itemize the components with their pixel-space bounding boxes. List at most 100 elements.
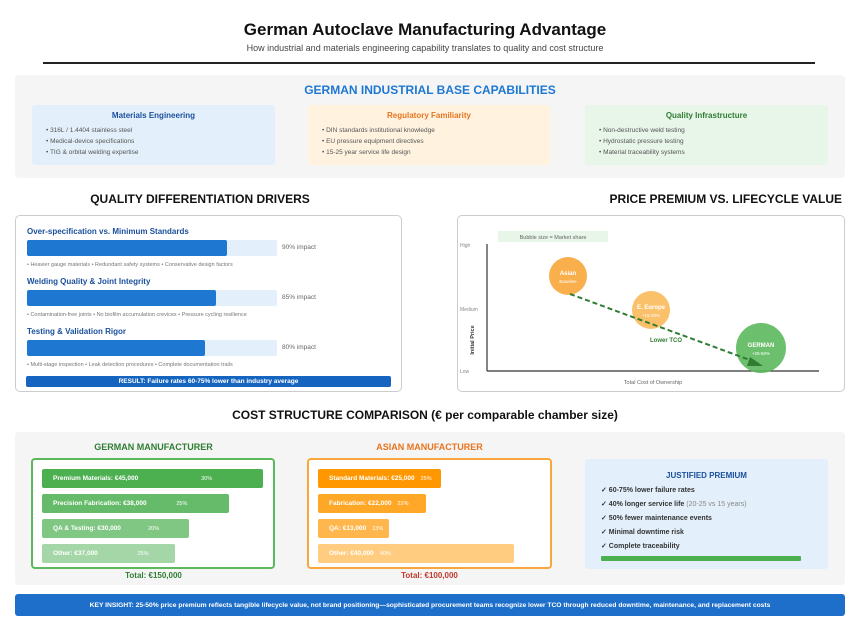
card-item: • Non-destructive weld testing [599,127,685,134]
driver-title: Over-specification vs. Minimum Standards [27,227,189,236]
capabilities-title: GERMAN INDUSTRIAL BASE CAPABILITIES [304,83,556,97]
card-title: Quality Infrastructure [665,111,748,120]
cost-bar-label: QA & Testing: €30,000 [53,525,121,532]
cost-bar-label: Standard Materials: €25,000 [329,475,415,482]
bubble-name: E. Europe [637,305,666,311]
cost-bar: Premium Materials: €45,000 30% [42,469,263,488]
premium-item-text: ✓ 60-75% lower failure rates [601,487,695,494]
cost-bar: Precision Fabrication: €38,000 25% [42,494,229,513]
bubble-chart-panel: Bubble size = Market share High Medium L… [457,215,845,392]
result-banner: RESULT: Failure rates 60-75% lower than … [26,376,391,387]
card-item: • Medical-device specifications [46,138,135,145]
cost-bar-percent: 30% [201,475,213,482]
cost-bar: QA & Testing: €30,000 20% [42,519,190,538]
trend-arrow [569,293,759,364]
driver-impact: 85% impact [282,294,316,301]
premium-bar [601,556,801,561]
cost-bar-label: Precision Fabrication: €38,000 [53,500,147,507]
premium-item-text: ✓ 50% fewer maintenance events [601,515,712,522]
bubble-name: Asian [560,271,577,277]
bubble-0 [549,257,587,295]
driver-detail: • Contamination-free joints • No biofilm… [27,312,247,318]
y-tick: Medium [460,307,478,313]
cost-bar-label: Fabrication: €22,000 [329,500,392,507]
cost-bar: Standard Materials: €25,000 25% [318,469,441,488]
chart-heading: PRICE PREMIUM VS. LIFECYCLE VALUE [609,192,842,206]
legend-note: Bubble size = Market share [520,235,587,241]
y-axis-label: Initial Price [470,325,476,354]
card-item: • 316L / 1.4404 stainless steel [46,127,133,134]
asian-cost-box: Standard Materials: €25,000 25% Fabricatio… [307,458,552,569]
card-title: Regulatory Familiarity [386,111,472,120]
german-total: Total: €150,000 [125,571,182,580]
divider [43,62,815,64]
premium-item: ✓ Minimal downtime risk [601,526,828,540]
page-subtitle: How industrial and materials engineering… [246,43,604,53]
driver-bar-fill [27,340,205,356]
justified-title: JUSTIFIED PREMIUM [666,471,747,480]
premium-item: ✓ 50% fewer maintenance events [601,512,828,526]
premium-item-note: (20-25 vs 15 years) [684,501,747,508]
driver-bar-fill [27,240,227,256]
cost-bar: Fabrication: €22,000 22% [318,494,427,513]
card-title: Materials Engineering [111,111,196,120]
key-insight-banner: KEY INSIGHT: 25-50% price premium reflec… [15,594,845,616]
cost-bar: Other: €37,000 25% [42,544,175,563]
drivers-heading: QUALITY DIFFERENTIATION DRIVERS [90,192,310,206]
driver-bar-track [27,240,277,256]
german-cost-box: Premium Materials: €45,000 30% Precision F… [31,458,275,569]
bubble-label: +15-20% [642,313,660,318]
cost-bar-percent: 40% [379,550,391,557]
driver-impact: 90% impact [282,244,316,251]
premium-item-text: ✓ Minimal downtime risk [601,529,684,536]
cost-bar-percent: 13% [372,525,384,532]
y-tick: High [460,243,471,249]
cost-bar: QA: €13,000 13% [318,519,390,538]
cost-bar-label: Premium Materials: €45,000 [53,475,139,482]
card-regulatory: Regulatory Familiarity • DIN standards i… [308,105,550,165]
cost-bar-percent: 25% [137,550,149,557]
driver-bar-fill [27,290,216,306]
x-axis-label: Total Cost of Ownership [624,380,682,386]
card-item: • Material traceability systems [599,149,685,156]
bubble-2 [736,323,786,373]
premium-item-text: ✓ Complete traceability [601,543,680,550]
driver-bar-track [27,340,277,356]
page-title: German Autoclave Manufacturing Advantage [243,20,607,39]
premium-item-text: ✓ 40% longer service life [601,501,685,508]
card-item: • TIG & orbital welding expertise [46,149,139,156]
card-item: • DIN standards institutional knowledge [322,127,435,134]
driver-detail: • Multi-stage inspection • Leak detectio… [27,362,233,368]
premium-item: ✓ 40% longer service life (20-25 vs 15 y… [601,498,828,512]
card-item: • Hydrostatic pressure testing [599,138,684,145]
cost-bar-label: Other: €37,000 [53,550,98,557]
justified-premium-box: JUSTIFIED PREMIUM ✓ 60-75% lower failure… [585,459,828,569]
cost-heading: COST STRUCTURE COMPARISON (€ per compara… [232,408,618,422]
card-item: • 15-25 year service life design [322,149,411,156]
trend-arrowhead [747,357,763,366]
premium-item: ✓ 60-75% lower failure rates [601,484,828,498]
cost-bar-percent: 25% [420,475,432,482]
cost-bar-percent: 25% [176,500,188,507]
cost-bar-percent: 22% [397,500,409,507]
cost-bar-label: QA: €13,000 [329,525,367,532]
bubble-label: Baseline [559,279,577,284]
bubble-chart: Bubble size = Market share High Medium L… [460,231,819,386]
driver-impact: 80% impact [282,344,316,351]
bubble-label: +25-50% [752,351,770,356]
cost-bar-label: Other: €40,000 [329,550,374,557]
legend-note-bg [498,231,608,242]
trend-label: Lower TCO [650,338,682,344]
card-materials: Materials Engineering • 316L / 1.4404 st… [32,105,275,165]
asian-total: Total: €100,000 [401,571,458,580]
y-tick: Low [460,369,470,375]
card-item: • EU pressure equipment directives [322,138,424,145]
premium-item: ✓ Complete traceability [601,540,828,554]
asian-title: ASIAN MANUFACTURER [376,442,483,452]
driver-title: Testing & Validation Rigor [27,327,126,336]
german-title: GERMAN MANUFACTURER [94,442,213,452]
card-quality: Quality Infrastructure • Non-destructive… [585,105,828,165]
cost-bar-percent: 20% [148,525,160,532]
cost-bar: Other: €40,000 40% [318,544,515,563]
driver-title: Welding Quality & Joint Integrity [27,277,151,286]
